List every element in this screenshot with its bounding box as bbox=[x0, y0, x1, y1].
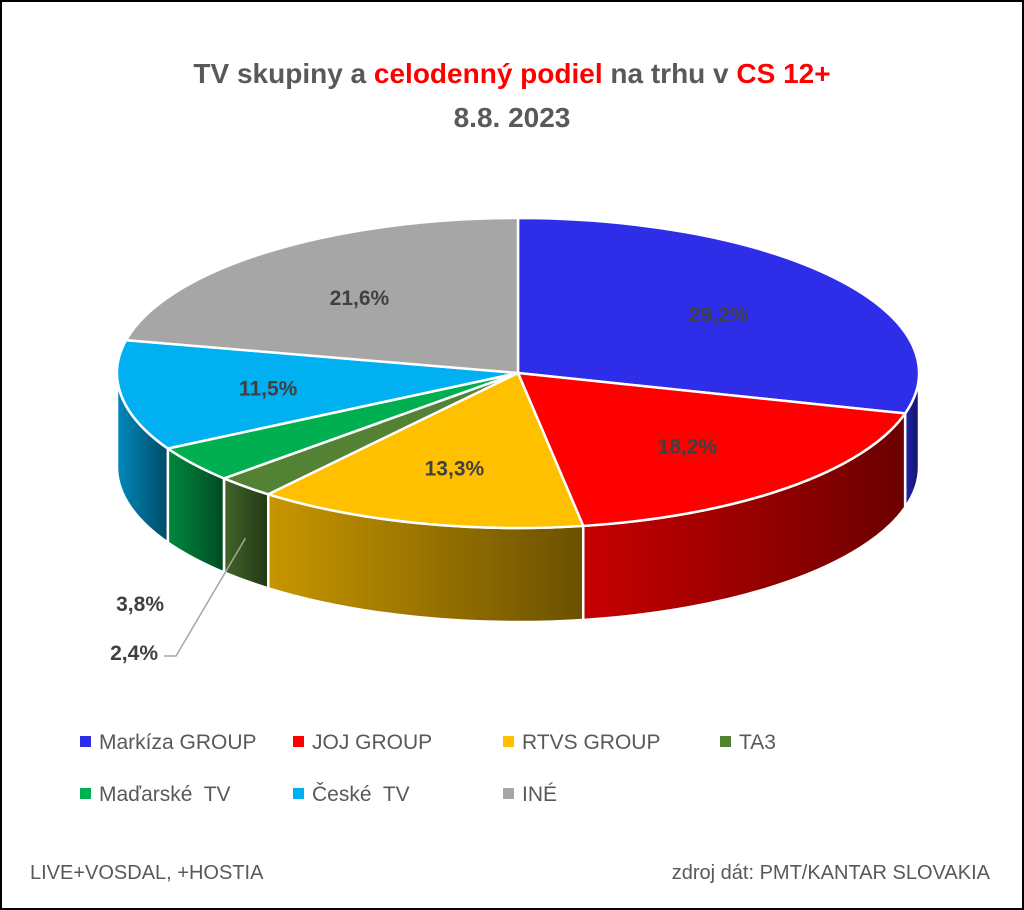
legend-item-1: JOJ GROUP bbox=[293, 728, 432, 758]
pie-slice-5 bbox=[115, 338, 520, 450]
pie-slice-0 bbox=[516, 216, 921, 415]
legend-item-4: Maďarské TV bbox=[80, 780, 231, 810]
pie-tops bbox=[115, 216, 921, 530]
footer-left: LIVE+VOSDAL, +HOSTIA bbox=[30, 862, 264, 884]
legend-item-3: TA3 bbox=[720, 728, 776, 758]
legend-swatch-1 bbox=[293, 735, 304, 747]
slice-label-4: 3,8% bbox=[116, 593, 164, 616]
pie-sides bbox=[115, 371, 921, 624]
legend-label-2: RTVS GROUP bbox=[522, 731, 661, 754]
legend-swatch-4 bbox=[80, 787, 91, 799]
legend-label-3: TA3 bbox=[739, 731, 776, 754]
title-part-3: na trhu v bbox=[602, 58, 737, 89]
legend-label-0: Markíza GROUP bbox=[99, 731, 257, 754]
slice-label-3: 2,4% bbox=[110, 642, 158, 665]
legend-label-6: INÉ bbox=[522, 783, 558, 806]
slice-labels: 29,2% 18,2% 13,3% 2,4% 3,8% 11,5% 21,6% bbox=[110, 287, 749, 665]
legend-item-2: RTVS GROUP bbox=[503, 728, 660, 758]
pie-slice-1 bbox=[516, 371, 907, 528]
slice-label-1: 18,2% bbox=[658, 435, 718, 458]
chart-subtitle: 8.8. 2023 bbox=[453, 102, 571, 133]
legend-swatch-5 bbox=[293, 787, 304, 799]
title-part-2: celodenný podiel bbox=[373, 58, 603, 89]
legend-item-0: Markíza GROUP bbox=[80, 728, 257, 758]
legend-item-6: INÉ bbox=[503, 780, 557, 810]
slice-label-5: 11,5% bbox=[239, 377, 298, 400]
legend-label-5: České TV bbox=[312, 783, 410, 806]
title-part-4: CS 12+ bbox=[736, 58, 831, 89]
title-line-1: TV skupiny a celodenný podiel na trhu v … bbox=[0, 52, 1024, 96]
legend-label-4: Maďarské TV bbox=[99, 783, 231, 806]
legend-swatch-3 bbox=[720, 735, 731, 747]
title-part-1: TV skupiny a bbox=[193, 58, 374, 89]
chart-title: TV skupiny a celodenný podiel na trhu v … bbox=[0, 52, 1024, 140]
footer-right: zdroj dát: PMT/KANTAR SLOVAKIA bbox=[671, 862, 990, 884]
slice-label-0: 29,2% bbox=[689, 304, 749, 327]
legend-swatch-6 bbox=[503, 787, 514, 799]
leader-line-3 bbox=[164, 537, 246, 657]
legend-label-1: JOJ GROUP bbox=[312, 731, 433, 754]
pie-slice-6 bbox=[124, 216, 520, 375]
slice-label-6: 21,6% bbox=[330, 287, 390, 310]
leader-lines bbox=[164, 537, 246, 657]
pie-side-3 bbox=[222, 477, 270, 590]
slice-label-2: 13,3% bbox=[425, 458, 485, 481]
legend-item-5: České TV bbox=[293, 780, 410, 810]
legend-swatch-0 bbox=[80, 735, 91, 747]
legend-swatch-2 bbox=[503, 735, 514, 747]
pie-slice-2 bbox=[267, 371, 585, 530]
